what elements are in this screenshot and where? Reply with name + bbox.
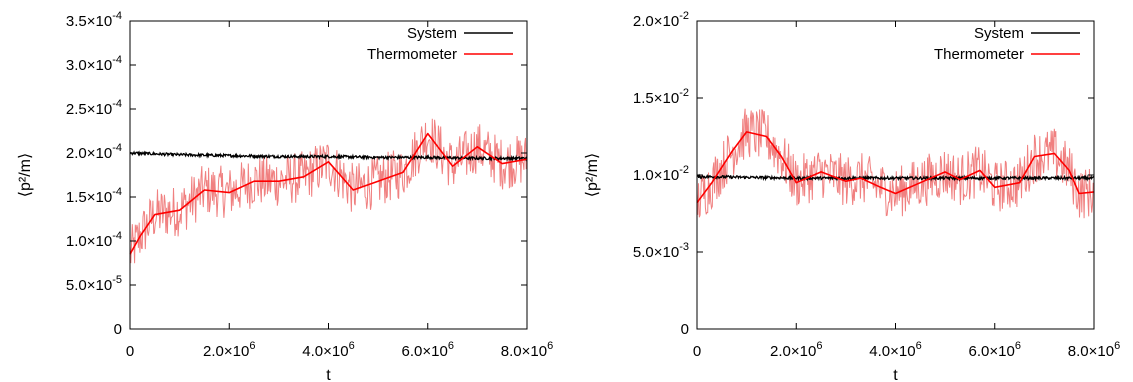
legend-left: System Thermometer [367,25,513,63]
ticks-left: 0 5.0×10-5 1.0×10-4 1.5×10-4 2.0×10-4 2.5×10-… [66,10,553,360]
y-tick-label: 0 [681,321,689,338]
x-tick-label: 6.0×106 [402,340,454,360]
y-tick-label: 3.5×10-4 [66,10,122,30]
y-tick-label: 2.0×10-2 [633,10,689,30]
plot-frame-left [129,20,528,330]
thermometer-raw-line [696,108,1095,219]
x-tick-label: 6.0×106 [969,340,1021,360]
x-axis-label-right: t [893,367,898,382]
y-axis-label-left: ⟨p²/m⟩ [17,153,34,197]
y-tick-label: 2.0×10-4 [66,142,122,162]
x-tick-label: 8.0×106 [501,340,553,360]
thermometer-noise-left [129,118,528,264]
legend-right: System Thermometer [934,25,1080,63]
chart-panel-right: 0 5.0×10-3 1.0×10-2 1.5×10-2 2.0×10-2 0 2.0×10… [584,10,1120,382]
legend-label-system: System [974,25,1024,42]
y-axis-label-right: ⟨p²/m⟩ [584,153,601,197]
ticks-right: 0 5.0×10-3 1.0×10-2 1.5×10-2 2.0×10-2 0 2.0×10… [633,10,1120,360]
thermometer-line [696,131,1095,204]
x-tick-label: 2.0×106 [770,340,822,360]
system-line [696,173,1095,182]
y-tick-label: 0 [114,321,122,338]
x-axis-label-left: t [326,367,331,382]
thermometer-line [129,132,528,255]
y-tick-label: 2.5×10-4 [66,98,122,118]
series-layer-left [129,132,528,255]
y-tick-label: 1.5×10-4 [66,186,122,206]
y-tick-label: 1.0×10-4 [66,230,122,250]
legend-label-thermometer: Thermometer [367,46,457,63]
x-tick-label: 0 [693,343,701,360]
x-tick-label: 8.0×106 [1068,340,1120,360]
x-tick-label: 4.0×106 [302,340,354,360]
y-tick-label: 1.0×10-2 [633,164,689,184]
chart-panel-left: 0 5.0×10-5 1.0×10-4 1.5×10-4 2.0×10-4 2.5×10-… [17,10,553,382]
plot-frame-right [696,20,1095,330]
series-layer-right [696,131,1095,204]
x-tick-label: 4.0×106 [869,340,921,360]
thermometer-noise-right [696,108,1095,219]
legend-label-thermometer: Thermometer [934,46,1024,63]
y-tick-label: 5.0×10-5 [66,274,122,294]
legend-label-system: System [407,25,457,42]
thermometer-raw-line [129,118,528,264]
y-tick-label: 3.0×10-4 [66,54,122,74]
x-tick-label: 2.0×106 [203,340,255,360]
x-tick-label: 0 [126,343,134,360]
y-tick-label: 1.5×10-2 [633,87,689,107]
system-line [129,150,528,163]
y-tick-label: 5.0×10-3 [633,241,689,261]
